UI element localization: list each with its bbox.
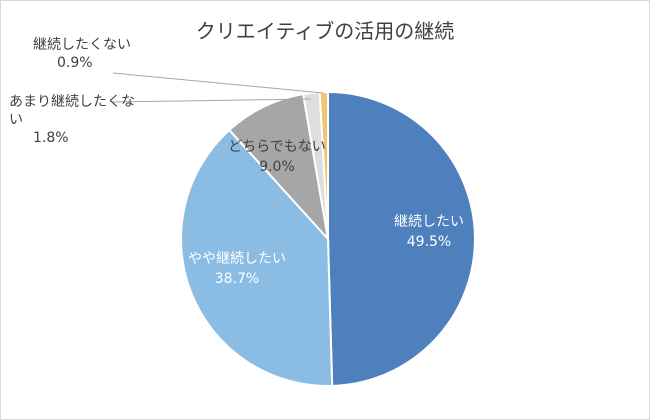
slice-value-5: 0.9% [57,55,93,71]
slice-value-1: 49.5% [407,234,451,250]
slice-value-2: 38.7% [215,271,259,287]
slice-label-3: どちらでもない [228,139,326,155]
chart-title: クリエイティブの活用の継続 [195,19,455,43]
slice-label-5: 継続したくない [33,36,131,53]
slice-value-4: 1.8% [33,130,69,146]
slice-label-1: 継続したい [394,213,464,230]
pie-slice-3 [227,92,330,243]
slice-label-4: あまり継続したくない [9,93,135,128]
leader-line-5 [112,72,324,94]
slice-label-2: やや継続したい [188,250,286,267]
leader-line-4 [112,98,312,103]
pie-slice-2 [180,128,334,387]
slice-value-3: 9.0% [259,159,295,175]
pie-slice-1 [327,90,476,387]
